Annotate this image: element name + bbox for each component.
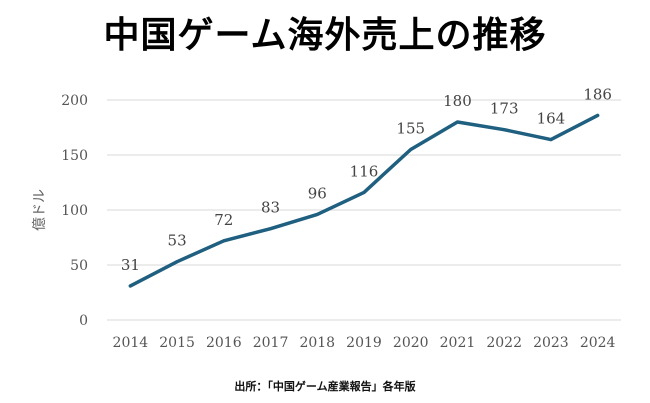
x-tick-label: 2022	[486, 335, 522, 351]
data-point	[409, 148, 413, 151]
source-note: 出所：「中国ゲーム産業報告」各年版	[234, 380, 416, 393]
data-point	[175, 260, 179, 264]
y-tick-label: 0	[79, 313, 88, 329]
y-tick-label: 50	[70, 258, 88, 274]
x-tick-label: 2018	[299, 335, 335, 351]
data-label: 116	[350, 162, 379, 180]
data-point	[596, 113, 600, 117]
data-point	[549, 138, 553, 142]
data-label: 53	[168, 232, 187, 250]
data-label: 186	[583, 85, 612, 103]
x-tick-label: 2017	[253, 335, 289, 351]
y-tick-label: 200	[61, 93, 88, 109]
x-tick-label: 2014	[113, 335, 149, 351]
data-point	[455, 120, 459, 124]
data-label: 31	[121, 256, 140, 274]
y-axis-label: 億ドル	[32, 189, 48, 231]
series-line	[128, 113, 600, 288]
data-label: 83	[261, 199, 280, 217]
x-tick-label: 2021	[440, 335, 476, 351]
x-tick-label: 2024	[580, 335, 616, 351]
x-tick-label: 2020	[393, 335, 429, 351]
x-tick-label: 2016	[206, 335, 242, 351]
data-point	[315, 212, 319, 216]
data-point	[502, 128, 506, 132]
data-point	[269, 227, 273, 231]
x-tick-label: 2019	[346, 335, 382, 351]
x-tick-label: 2015	[159, 335, 195, 351]
data-label: 155	[396, 120, 425, 138]
data-label: 96	[308, 184, 327, 202]
data-label: 180	[443, 92, 472, 110]
data-point	[362, 190, 366, 194]
x-tick-label: 2023	[533, 335, 569, 351]
y-tick-label: 100	[61, 203, 88, 219]
data-label: 164	[537, 110, 566, 128]
data-point	[128, 284, 132, 288]
data-label: 173	[490, 100, 519, 118]
data-point	[222, 239, 226, 243]
data-label: 72	[214, 211, 233, 229]
chart-title: 中国ゲーム海外売上の推移	[103, 15, 547, 56]
y-tick-label: 150	[61, 148, 88, 164]
